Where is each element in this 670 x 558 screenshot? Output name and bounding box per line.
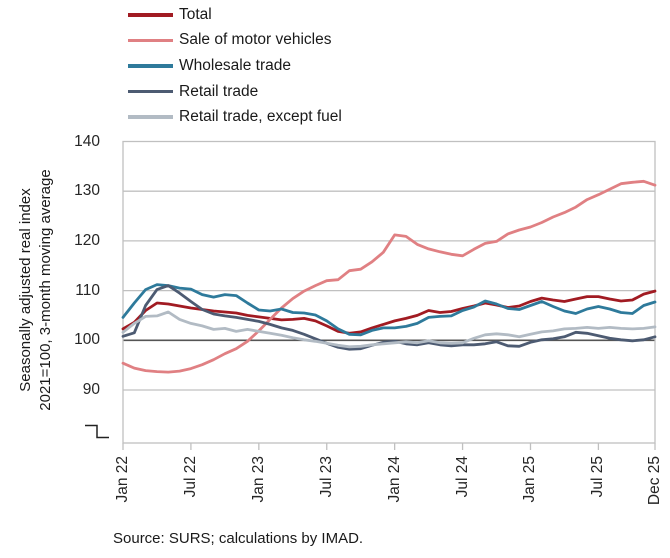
legend-item-total: Total: [128, 2, 342, 28]
legend-line-swatch: [128, 38, 173, 43]
y-tick-label: 120: [74, 231, 100, 249]
series-line-retail-except-fuel: [121, 310, 657, 349]
x-tick-label: Jan 23: [249, 456, 267, 503]
x-tick-label: Jan 22: [114, 456, 131, 503]
legend: Total Sale of motor vehicles Wholesale tra…: [128, 2, 342, 130]
legend-line-swatch: [128, 89, 173, 94]
x-tick-label: Jul 25: [589, 456, 607, 498]
series-line-total: [121, 289, 657, 335]
legend-item-motor-vehicles: Sale of motor vehicles: [128, 28, 342, 54]
series-line-retail: [121, 284, 657, 351]
x-tick-label: Jul 22: [181, 456, 199, 498]
x-tick-label: Jul 23: [317, 456, 335, 498]
legend-item-retail-except-fuel: Retail trade, except fuel: [128, 104, 342, 130]
y-tick-label: 130: [74, 182, 100, 200]
legend-label: Total: [179, 5, 212, 23]
x-tick-label: Dec 25: [646, 456, 663, 506]
legend-item-wholesale: Wholesale trade: [128, 53, 342, 79]
legend-label: Wholesale trade: [179, 56, 292, 74]
y-tick-label: 110: [75, 281, 100, 299]
plot-border: [122, 140, 656, 444]
legend-line-swatch: [128, 115, 173, 119]
legend-label: Retail trade, except fuel: [179, 108, 342, 126]
y-tick-label: 140: [74, 132, 100, 150]
source-note: Source: SURS; calculations by IMAD.: [113, 530, 364, 547]
legend-line-swatch: [128, 64, 173, 68]
series-line-wholesale: [121, 283, 657, 337]
axis-break-mark: [85, 424, 109, 439]
legend-label: Sale of motor vehicles: [179, 31, 332, 49]
legend-line-swatch: [128, 13, 173, 17]
x-tick-label: Jan 25: [521, 456, 539, 503]
series-line-motor-vehicles: [121, 179, 657, 374]
y-tick-label: 90: [82, 381, 100, 398]
legend-item-retail: Retail trade: [128, 79, 342, 105]
y-tick-label: 100: [74, 331, 100, 349]
legend-label: Retail trade: [179, 82, 259, 100]
x-tick-label: Jan 24: [385, 456, 403, 503]
x-tick-label: Jul 24: [453, 456, 471, 498]
